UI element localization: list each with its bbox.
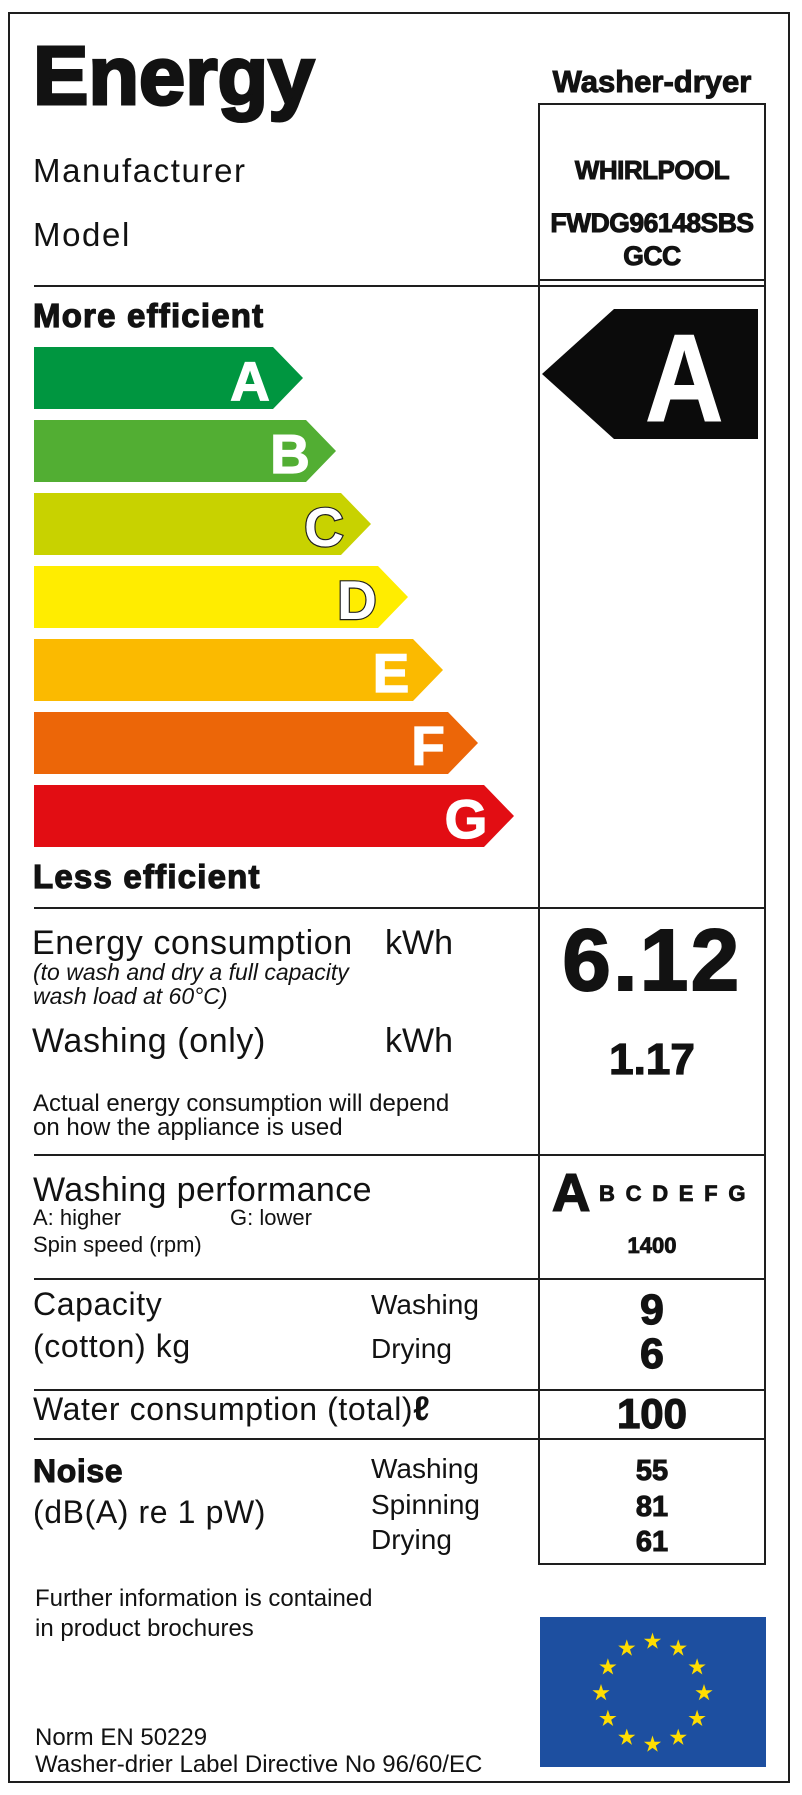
- svg-text:A: A: [230, 350, 270, 412]
- svg-text:A: A: [645, 310, 724, 448]
- svg-text:D: D: [337, 569, 377, 631]
- svg-text:F: F: [411, 715, 445, 777]
- svg-text:G: G: [445, 788, 488, 850]
- svg-text:C: C: [304, 496, 344, 558]
- svg-text:B: B: [270, 423, 310, 485]
- svg-text:E: E: [373, 642, 410, 704]
